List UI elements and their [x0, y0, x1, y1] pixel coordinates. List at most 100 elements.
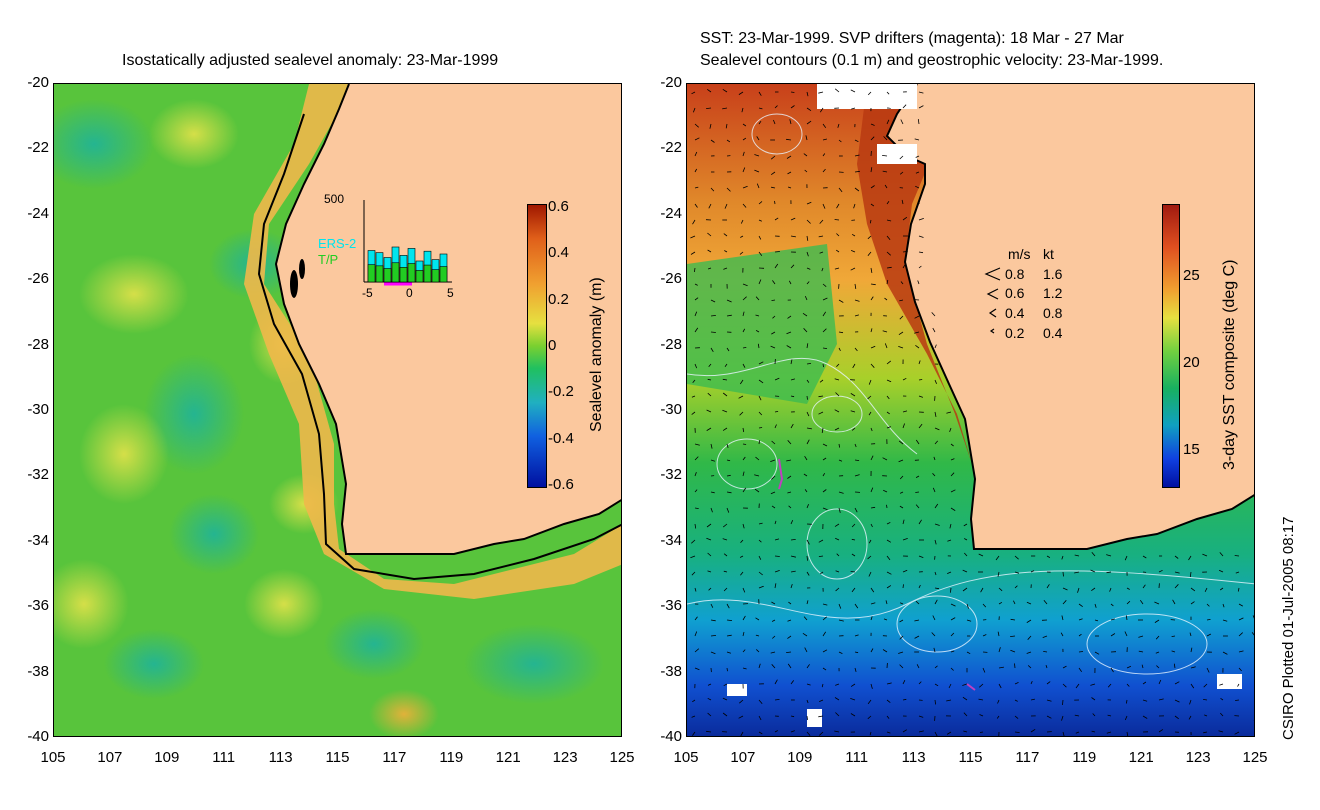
- velocity-arrow: [706, 427, 712, 431]
- velocity-arrow: [788, 280, 792, 285]
- velocity-arrow: [902, 698, 907, 701]
- leeuwin-current-band: [857, 84, 972, 464]
- velocity-arrow: [1026, 651, 1032, 654]
- velocity-arrow: [1109, 587, 1112, 592]
- velocity-arrow: [869, 219, 872, 224]
- velocity-arrow: [694, 363, 698, 369]
- velocity-arrow: [870, 427, 873, 432]
- left-y-tick-label: -24: [27, 204, 49, 222]
- velocity-arrow: [774, 377, 780, 381]
- velocity-arrow: [914, 138, 920, 141]
- velocity-arrow: [818, 411, 824, 415]
- velocity-arrow: [1074, 714, 1080, 717]
- velocity-arrow: [1010, 649, 1016, 653]
- inset-tp-bar: [391, 262, 400, 283]
- velocity-arrow: [850, 250, 856, 253]
- velocity-arrow: [882, 649, 888, 653]
- left-x-tick-label: 121: [495, 749, 521, 766]
- velocity-arrow: [834, 730, 840, 733]
- velocity-arrow: [902, 410, 908, 413]
- velocity-arrow: [806, 267, 811, 270]
- velocity-arrow: [870, 602, 876, 605]
- velocity-arrow: [708, 203, 712, 209]
- velocity-arrow: [787, 440, 792, 445]
- velocity-arrow: [966, 603, 969, 609]
- velocity-arrow: [806, 427, 812, 430]
- velocity-arrow: [724, 203, 728, 209]
- velocity-arrow: [998, 587, 1003, 592]
- inset-tp-bar: [383, 268, 392, 283]
- velocity-arrow: [1091, 587, 1096, 592]
- velocity-arrow: [806, 731, 811, 736]
- velocity-arrow: [819, 731, 824, 736]
- right-colorbar-label: 3-day SST composite (deg C): [1221, 259, 1238, 470]
- velocity-arrow: [882, 330, 888, 333]
- velocity-arrow: [886, 699, 891, 703]
- velocity-arrow: [806, 120, 812, 125]
- velocity-arrow: [742, 427, 745, 433]
- velocity-arrow: [1014, 571, 1020, 574]
- velocity-arrow: [758, 395, 762, 401]
- velocity-arrow: [788, 601, 792, 605]
- velocity-arrow: [771, 186, 776, 189]
- velocity-arrow: [946, 731, 952, 735]
- velocity-arrow: [1010, 618, 1016, 621]
- velocity-arrow: [758, 279, 762, 285]
- right-y-tick-label: -26: [660, 270, 682, 288]
- velocity-arrow: [869, 731, 872, 736]
- inset-tp-bar: [407, 263, 416, 283]
- velocity-arrow: [710, 443, 713, 449]
- velocity-arrow: [1046, 699, 1052, 702]
- inset-ymax-label: 500: [324, 192, 345, 206]
- velocity-arrow: [899, 299, 904, 302]
- velocity-arrow: [1222, 603, 1225, 608]
- velocity-arrow: [838, 331, 844, 334]
- velocity-arrow: [1091, 730, 1096, 733]
- cloud-gaps: [727, 84, 1242, 727]
- velocity-arrow: [836, 203, 840, 209]
- velocity-arrow: [694, 489, 698, 493]
- velocity-arrow: [914, 619, 920, 622]
- velocity-arrow: [726, 187, 731, 192]
- velocity-arrow: [1014, 715, 1019, 719]
- velocity-arrow: [774, 251, 780, 253]
- velocity-arrow: [1253, 719, 1254, 721]
- velocity-arrow: [819, 107, 824, 113]
- velocity-arrow: [1014, 682, 1019, 685]
- velocity-arrow: [758, 715, 762, 721]
- velocity-arrow: [1206, 667, 1210, 673]
- velocity-arrow: [725, 123, 728, 129]
- velocity-arrow: [756, 649, 760, 653]
- geostrophic-velocity-arrows: [690, 88, 1254, 736]
- right-panel-title-line2: Sealevel contours (0.1 m) and geostrophi…: [700, 52, 1164, 69]
- right-cbar-tick: 25: [1183, 267, 1200, 284]
- left-colorbar-label: Sealevel anomaly (m): [588, 277, 605, 432]
- velocity-arrow: [694, 137, 700, 141]
- velocity-arrow: [1238, 632, 1243, 637]
- left-y-tick-label: -34: [27, 531, 49, 549]
- velocity-arrow: [707, 392, 712, 397]
- velocity-arrow: [883, 489, 888, 493]
- velocity-arrow: [1126, 699, 1128, 704]
- velocity-arrow: [818, 555, 824, 557]
- velocity-arrow: [819, 699, 824, 702]
- velocity-arrow: [1174, 715, 1179, 720]
- velocity-arrow: [914, 315, 920, 319]
- velocity-arrow: [870, 296, 874, 301]
- velocity-arrow: [740, 539, 744, 543]
- velocity-arrow: [1014, 731, 1020, 733]
- velocity-arrow: [754, 488, 760, 493]
- velocity-arrow: [1190, 666, 1196, 669]
- velocity-arrow: [804, 647, 808, 653]
- velocity-arrow: [722, 427, 728, 431]
- velocity-arrow: [1125, 615, 1128, 621]
- velocity-arrow: [886, 585, 892, 589]
- velocity-arrow: [918, 265, 922, 269]
- velocity-arrow: [834, 409, 840, 413]
- velocity-arrow: [723, 683, 728, 687]
- velocity-arrow: [710, 635, 717, 637]
- velocity-arrow: [854, 314, 860, 317]
- velocity-arrow: [822, 667, 827, 671]
- velocity-arrow: [870, 345, 876, 349]
- velocity-arrow: [867, 715, 872, 720]
